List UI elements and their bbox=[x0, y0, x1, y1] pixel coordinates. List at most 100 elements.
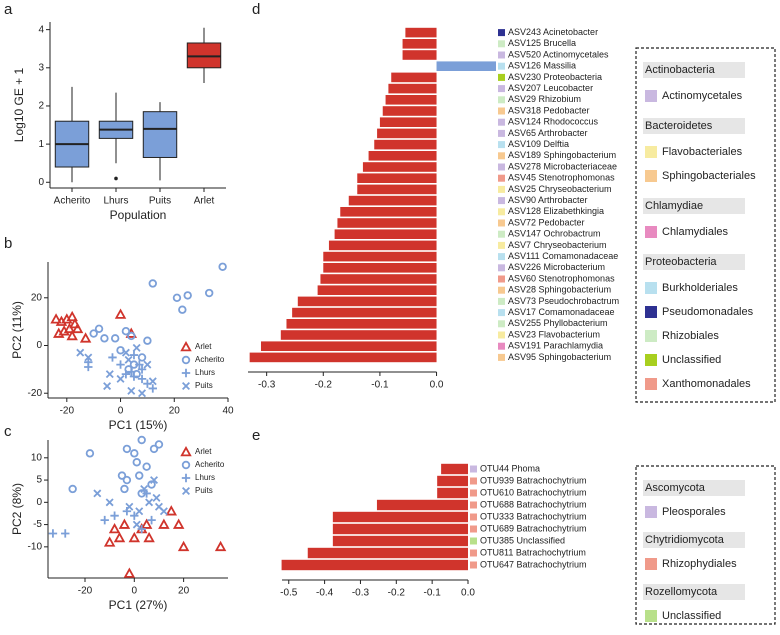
point bbox=[122, 475, 132, 485]
y-tick-label: 2 bbox=[38, 101, 44, 112]
label-swatch bbox=[498, 129, 505, 137]
bar bbox=[379, 117, 437, 127]
point bbox=[137, 365, 147, 374]
point bbox=[50, 313, 62, 324]
bar bbox=[391, 72, 437, 83]
point bbox=[100, 515, 109, 525]
point bbox=[177, 540, 190, 552]
point bbox=[122, 444, 132, 454]
label-swatch bbox=[498, 264, 505, 272]
point bbox=[58, 325, 70, 336]
y-tick-label: -10 bbox=[28, 541, 43, 552]
bar bbox=[332, 511, 468, 523]
y-tick-label: 0 bbox=[38, 177, 44, 188]
bar bbox=[348, 195, 437, 206]
legend-group-band bbox=[643, 254, 745, 270]
bar-label: ASV207 Leucobacter bbox=[508, 83, 593, 93]
bar-label: OTU44 Phoma bbox=[480, 463, 540, 473]
point bbox=[128, 531, 141, 543]
bar bbox=[382, 106, 437, 116]
x-tick-label: 20 bbox=[178, 586, 190, 597]
bar bbox=[357, 173, 437, 183]
y-tick-label: 5 bbox=[36, 475, 42, 486]
x-tick-label: -20 bbox=[60, 406, 75, 417]
label-swatch bbox=[498, 107, 505, 115]
legend-label: Pseudomonadales bbox=[662, 306, 754, 318]
point bbox=[108, 522, 121, 534]
x-tick-label: 0.0 bbox=[461, 588, 475, 599]
label-swatch bbox=[498, 230, 505, 238]
point bbox=[103, 382, 112, 391]
point bbox=[132, 458, 141, 467]
point bbox=[140, 518, 153, 529]
legend-label: Rhizophydiales bbox=[662, 558, 737, 570]
point bbox=[218, 262, 227, 271]
legend-label: Lhurs bbox=[195, 473, 215, 482]
point bbox=[143, 336, 152, 345]
point bbox=[183, 291, 192, 300]
panel-label: c bbox=[4, 423, 12, 440]
legend-group-band bbox=[643, 532, 745, 548]
bar bbox=[405, 27, 437, 38]
bar bbox=[286, 319, 437, 329]
point bbox=[124, 355, 133, 364]
point bbox=[116, 374, 125, 383]
bar-label: ASV255 Phyllobacterium bbox=[508, 318, 608, 328]
label-swatch bbox=[498, 174, 505, 182]
bar-label: ASV73 Pseudochrobactrum bbox=[508, 296, 619, 306]
y-tick-label: 10 bbox=[31, 452, 43, 463]
label-swatch bbox=[498, 73, 505, 81]
legend-swatch bbox=[645, 330, 657, 342]
point bbox=[110, 511, 119, 520]
x-tick-label: -0.3 bbox=[352, 588, 370, 599]
legend-group: Actinobacteria bbox=[645, 64, 716, 76]
legend-swatch bbox=[645, 354, 657, 366]
legend-label: Burkholderiales bbox=[662, 282, 738, 294]
bar-label: OTU610 Batrachochytrium bbox=[480, 487, 587, 497]
y-tick-label: 0 bbox=[36, 497, 42, 508]
bar bbox=[332, 523, 468, 535]
bar bbox=[388, 83, 437, 94]
bar bbox=[374, 139, 437, 150]
bar-label: OTU939 Batrachochytrium bbox=[480, 475, 587, 485]
legend-label: Xanthomonadales bbox=[662, 378, 751, 390]
point bbox=[147, 480, 156, 489]
point bbox=[214, 540, 227, 552]
point bbox=[53, 327, 65, 338]
point bbox=[135, 360, 144, 369]
bar-label: ASV191 Parachlamydia bbox=[508, 341, 603, 351]
legend-label: Arlet bbox=[195, 447, 212, 456]
label-swatch bbox=[498, 163, 505, 171]
label-swatch bbox=[498, 286, 505, 294]
point bbox=[127, 331, 136, 341]
legend-marker bbox=[180, 445, 192, 457]
point bbox=[94, 324, 104, 334]
label-swatch bbox=[498, 342, 505, 350]
bar-label: ASV226 Microbacterium bbox=[508, 262, 605, 272]
legend-swatch bbox=[645, 306, 657, 318]
bar-label: ASV124 Rhodococcus bbox=[508, 117, 599, 127]
x-tick-label: -0.5 bbox=[280, 588, 298, 599]
bar-label: OTU688 Batrachochytrium bbox=[480, 499, 587, 509]
legend-label: Unclassified bbox=[662, 354, 721, 366]
legend-swatch bbox=[645, 170, 657, 182]
x-tick-label: Puits bbox=[149, 196, 171, 207]
bar-label: ASV278 Microbacteriaceae bbox=[508, 161, 617, 171]
legend-marker bbox=[181, 355, 191, 365]
point bbox=[71, 322, 84, 334]
bar bbox=[323, 263, 437, 273]
label-swatch bbox=[498, 118, 505, 126]
bar-label: ASV65 Arthrobacter bbox=[508, 128, 588, 138]
point bbox=[148, 377, 157, 386]
bar-label: ASV520 Actinomycetales bbox=[508, 49, 609, 59]
bar bbox=[376, 499, 468, 511]
x-tick-label: 20 bbox=[169, 406, 181, 417]
panel-label: b bbox=[4, 235, 12, 252]
point bbox=[152, 493, 161, 502]
point bbox=[66, 310, 78, 322]
x-tick-label: -0.2 bbox=[315, 380, 333, 391]
point bbox=[117, 471, 127, 480]
point bbox=[132, 343, 141, 352]
point bbox=[121, 326, 131, 336]
